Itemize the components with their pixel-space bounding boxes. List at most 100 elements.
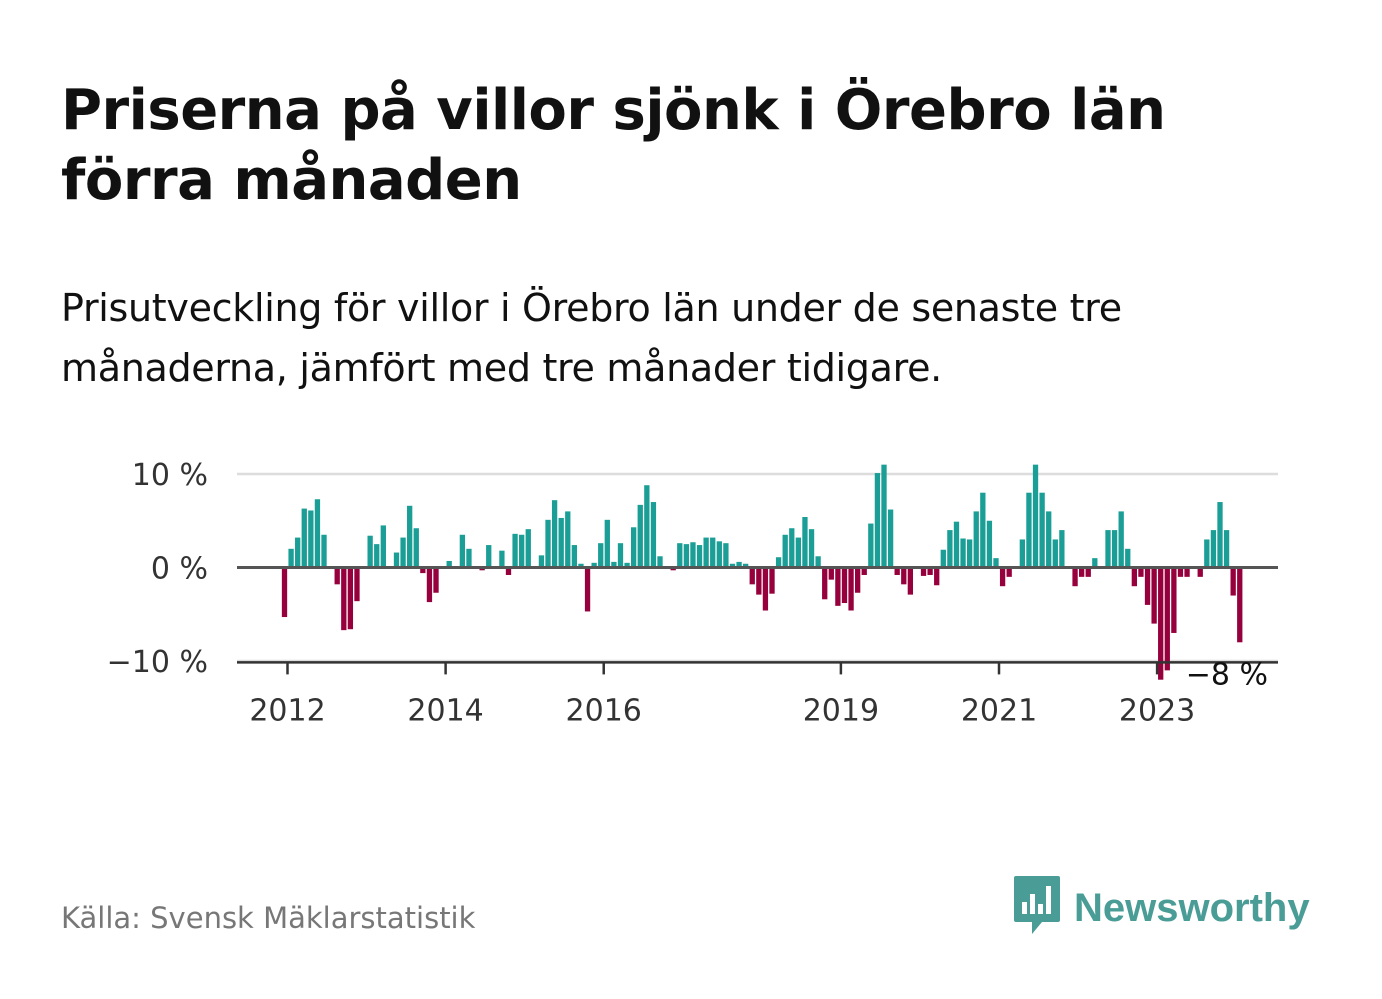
- bar: [598, 543, 604, 568]
- bar: [953, 521, 960, 568]
- bar: [380, 525, 386, 568]
- page-subtitle: Prisutveckling för villor i Örebro län u…: [61, 286, 1122, 390]
- bar: [571, 545, 578, 568]
- bar: [407, 505, 413, 568]
- bar: [657, 556, 663, 568]
- bar: [519, 534, 525, 568]
- bar: [1164, 567, 1170, 671]
- bar: [459, 534, 466, 568]
- bar: [1223, 530, 1230, 568]
- bar: [762, 567, 769, 611]
- bar: [1217, 502, 1223, 568]
- bar: [934, 567, 940, 586]
- bar: [999, 567, 1006, 587]
- grid-layer: [237, 472, 1278, 663]
- axis-layer: [237, 566, 1278, 675]
- bar: [967, 539, 973, 568]
- bar: [743, 563, 749, 568]
- bar: [887, 509, 894, 568]
- bar: [841, 567, 848, 604]
- y-tick-label: 0 %: [151, 552, 208, 587]
- bar: [281, 567, 288, 618]
- bar: [795, 537, 802, 568]
- source-note: Källa: Svensk Mäklarstatistik: [61, 901, 476, 935]
- bar: [874, 473, 881, 568]
- bar: [947, 530, 953, 568]
- last-value-label: −8 %: [1186, 657, 1268, 692]
- bar: [835, 567, 841, 606]
- bar: [690, 542, 696, 568]
- bar: [308, 510, 314, 568]
- bar: [710, 537, 716, 568]
- bar: [1184, 567, 1190, 577]
- bar: [756, 567, 762, 595]
- bar: [1105, 530, 1111, 568]
- bar: [881, 464, 887, 568]
- bar: [927, 567, 933, 575]
- bar: [558, 517, 564, 568]
- bar: [288, 548, 294, 568]
- bar: [1019, 539, 1026, 568]
- bar: [683, 544, 690, 568]
- bar: [775, 557, 782, 568]
- bar: [1158, 567, 1164, 680]
- bars-layer: [281, 464, 1243, 680]
- bar: [729, 563, 736, 568]
- bar: [321, 534, 327, 568]
- bar: [1144, 567, 1151, 605]
- bar: [420, 567, 426, 574]
- bar: [446, 560, 452, 568]
- bar: [400, 537, 406, 568]
- bar: [782, 534, 788, 568]
- bar: [1039, 492, 1045, 568]
- bar: [1079, 567, 1085, 577]
- bar: [855, 567, 861, 593]
- bar: [624, 562, 630, 568]
- bar: [565, 511, 571, 568]
- bar: [1052, 539, 1058, 568]
- x-tick-label: 2016: [566, 693, 642, 728]
- bar: [848, 567, 854, 611]
- bar: [1046, 511, 1052, 568]
- x-tick-label: 2023: [1119, 693, 1195, 728]
- bar: [367, 535, 373, 568]
- bar: [696, 545, 703, 568]
- bar: [466, 548, 472, 568]
- bar: [894, 567, 900, 575]
- bar: [1032, 464, 1039, 568]
- bar: [868, 523, 874, 568]
- bar: [802, 517, 808, 568]
- bar: [637, 504, 643, 568]
- bar: [334, 567, 340, 585]
- bar: [578, 563, 584, 568]
- bar: [901, 567, 907, 585]
- bar: [584, 567, 591, 612]
- bar: [301, 508, 307, 568]
- bar: [1230, 567, 1236, 596]
- bar: [920, 567, 927, 576]
- x-tick-label: 2012: [249, 693, 325, 728]
- bar: [631, 527, 637, 568]
- bar: [1111, 530, 1118, 568]
- bar: [703, 537, 709, 568]
- bar: [545, 519, 551, 568]
- bar: [716, 541, 722, 568]
- bar: [341, 567, 347, 631]
- bar: [650, 502, 657, 568]
- brand-name: Newsworthy: [1074, 885, 1310, 930]
- bar: [551, 500, 558, 568]
- bar: [736, 561, 742, 568]
- bar: [1171, 567, 1177, 633]
- bar: [604, 519, 610, 568]
- bar: [1210, 530, 1217, 568]
- bar: [486, 545, 492, 568]
- bar: [525, 529, 531, 568]
- bar: [644, 485, 650, 568]
- bar: [789, 528, 795, 568]
- bar: [940, 549, 946, 568]
- bar: [828, 567, 834, 580]
- bar: [393, 552, 400, 568]
- bar: [1026, 492, 1032, 568]
- brand-logo: Newsworthy: [1012, 876, 1310, 940]
